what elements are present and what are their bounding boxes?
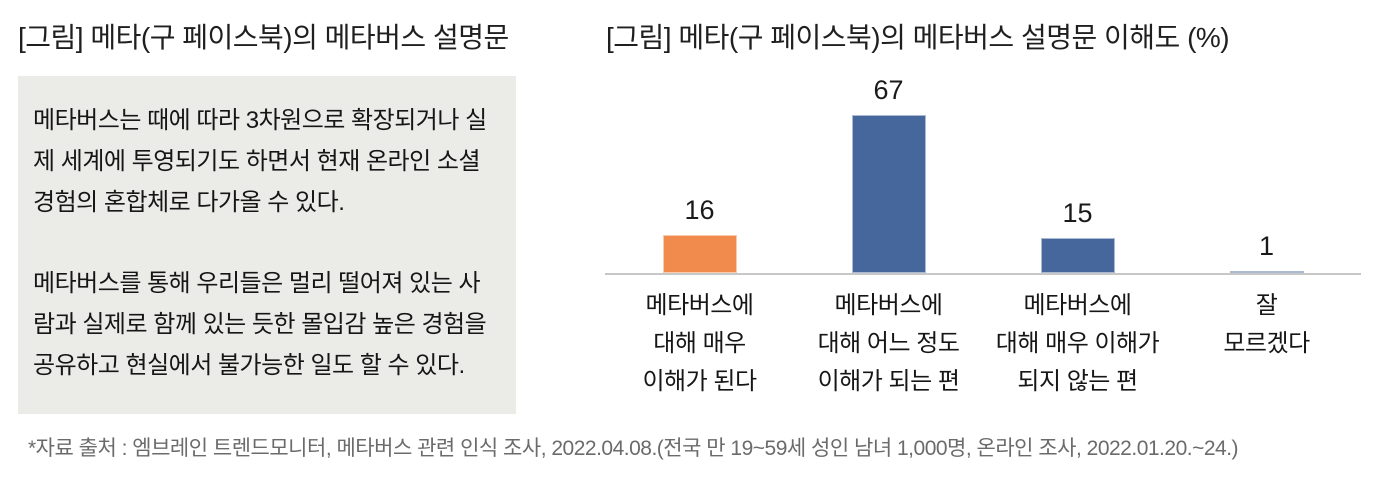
x-axis-category-label-3: 메타버스에 대해 매우 이해가 되지 않는 편 — [995, 292, 1160, 395]
x-axis-line — [605, 273, 1361, 275]
description-box: 메타버스는 때에 따라 3차원으로 확장되거나 실제 세계에 투영되기도 하면서… — [18, 76, 516, 414]
bar-chart: 16 67 15 1 메타버스에 대해 매우 이해가 된다 메타버스에 대해 어느 정도… — [605, 73, 1361, 401]
bar-value-label-1: 16 — [684, 195, 715, 225]
bar-value-label-4: 1 — [1258, 231, 1275, 261]
description-paragraph-2: 메타버스를 통해 우리들은 멀리 떨어져 있는 사람과 실제로 함께 있는 듯한… — [33, 270, 487, 379]
x-axis-category-label-1: 메타버스에 대해 매우 이해가 된다 — [642, 292, 757, 395]
description-paragraph-1: 메타버스는 때에 따라 3차원으로 확장되거나 실제 세계에 투영되기도 하면서… — [33, 107, 487, 216]
x-axis-labels-row: 메타버스에 대해 매우 이해가 된다 메타버스에 대해 어느 정도 이해가 되는 … — [605, 275, 1361, 401]
source-note: *자료 출처 : 엠브레인 트렌드모니터, 메타버스 관련 인식 조사, 202… — [28, 437, 1239, 460]
chart-title: [그림] 메타(구 페이스북)의 메타버스 설명문 이해도 (%) — [606, 22, 1230, 53]
bar-3 — [1040, 238, 1115, 273]
x-axis-category-label-2: 메타버스에 대해 어느 정도 이해가 되는 편 — [817, 292, 960, 395]
bar-value-label-3: 15 — [1062, 198, 1093, 228]
bar-4 — [1229, 271, 1304, 273]
left-figure-title: [그림] 메타(구 페이스북)의 메타버스 설명문 — [18, 22, 509, 53]
x-axis-category-label-4: 잘 모르겠다 — [1223, 292, 1310, 357]
bar-1 — [662, 235, 737, 273]
bar-slot-4: 1 — [1172, 73, 1361, 273]
bar-slot-3: 15 — [983, 73, 1172, 273]
bar-slot-1: 16 — [605, 73, 794, 273]
bar-value-label-2: 67 — [873, 75, 904, 105]
bar-slot-2: 67 — [794, 73, 983, 273]
bar-2 — [851, 115, 926, 273]
chart-plot-area: 16 67 15 1 — [605, 73, 1361, 273]
